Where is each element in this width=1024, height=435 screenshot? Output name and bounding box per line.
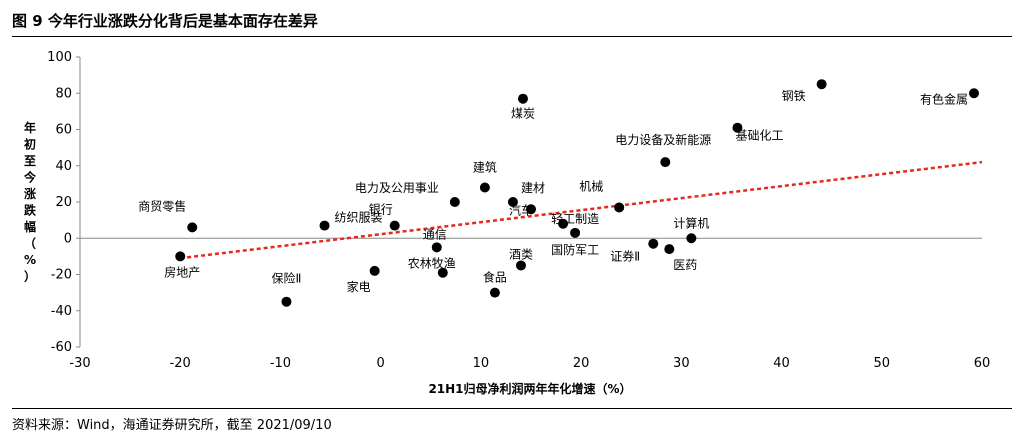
trend-line bbox=[180, 160, 983, 260]
data-point bbox=[515, 260, 526, 271]
data-point bbox=[517, 93, 528, 104]
x-tick-label: -20 bbox=[170, 356, 191, 371]
data-point bbox=[614, 202, 625, 213]
point-label: 汽车 bbox=[509, 202, 533, 217]
data-point bbox=[558, 218, 569, 229]
point-label: 煤炭 bbox=[511, 107, 535, 121]
point-label: 通信 bbox=[423, 227, 447, 241]
y-tick-label: 40 bbox=[55, 159, 72, 174]
point-label: 银行 bbox=[369, 203, 393, 217]
y-tick-label: 0 bbox=[64, 231, 72, 246]
trendline bbox=[180, 160, 983, 260]
y-tick-label: -40 bbox=[51, 304, 72, 319]
x-tick-label: 40 bbox=[773, 356, 790, 371]
y-axis-title: 年初至今涨跌幅（%） bbox=[23, 120, 37, 284]
x-tick-label: -10 bbox=[270, 356, 291, 371]
data-point bbox=[526, 204, 536, 215]
point-label: 电力及公用事业 bbox=[355, 181, 439, 195]
point-label: 房地产 bbox=[164, 264, 200, 279]
data-point bbox=[479, 182, 490, 193]
data-point bbox=[175, 251, 186, 262]
point-label: 建材 bbox=[521, 181, 545, 195]
point-label: 钢铁 bbox=[782, 89, 806, 103]
data-point bbox=[431, 242, 442, 253]
data-point bbox=[437, 267, 448, 278]
x-tick-label: 50 bbox=[874, 356, 891, 371]
x-tick-label: 30 bbox=[673, 356, 690, 371]
source-divider bbox=[12, 408, 1012, 409]
point-label: 食品 bbox=[483, 270, 507, 285]
y-tick-label: -20 bbox=[51, 268, 72, 283]
data-point bbox=[664, 244, 675, 255]
point-label: 家电 bbox=[347, 279, 371, 294]
data-point bbox=[449, 197, 460, 207]
data-point bbox=[816, 79, 827, 90]
data-point bbox=[648, 238, 659, 249]
point-label: 有色金属 bbox=[920, 91, 968, 106]
data-point bbox=[686, 233, 697, 244]
data-point bbox=[369, 265, 380, 276]
x-tick-label: 20 bbox=[573, 356, 590, 371]
y-tick-label: -60 bbox=[51, 340, 72, 355]
point-label: 医药 bbox=[673, 258, 697, 272]
data-point bbox=[489, 287, 500, 298]
data-point bbox=[570, 227, 581, 238]
data-point bbox=[968, 88, 979, 99]
point-label: 轻工制造 bbox=[551, 212, 599, 226]
point-label: 农林牧渔 bbox=[408, 257, 456, 271]
y-tick-label: 80 bbox=[55, 86, 72, 101]
x-tick-label: 0 bbox=[377, 356, 385, 371]
figure-header: 图 9 今年行业涨跌分化背后是基本面存在差异 bbox=[12, 6, 1012, 37]
data-point bbox=[187, 222, 198, 233]
x-tick-label: -30 bbox=[69, 356, 90, 371]
title-divider bbox=[12, 36, 1012, 37]
y-tick-label: 20 bbox=[55, 195, 72, 210]
chart-axes: -60 -40 -20 0 20 40 60 80 100 -30 -20 -10 0 10 20 30 40 5… bbox=[47, 50, 990, 371]
data-point bbox=[281, 296, 292, 307]
point-label: 证券Ⅱ bbox=[610, 249, 640, 264]
x-axis-title: 21H1归母净利润两年年化增速（%） bbox=[428, 381, 631, 396]
point-label: 商贸零售 bbox=[138, 198, 186, 213]
data-point bbox=[389, 220, 400, 231]
data-point bbox=[507, 197, 518, 207]
data-point bbox=[319, 220, 330, 231]
point-label: 基础化工 bbox=[735, 129, 783, 143]
point-label: 纺织服装 bbox=[335, 211, 383, 225]
source-note: 资料来源：Wind，海通证券研究所，截至 2021/09/10 bbox=[12, 418, 332, 433]
point-label: 建筑 bbox=[473, 160, 497, 175]
point-label: 电力设备及新能源 bbox=[615, 132, 711, 147]
point-label: 保险Ⅱ bbox=[271, 271, 301, 286]
scatter-chart: -60 -40 -20 0 20 40 60 80 100 -30 -20 -10 0 10 20 30 40 5… bbox=[23, 50, 990, 396]
data-point bbox=[660, 157, 671, 168]
data-point bbox=[732, 122, 743, 133]
point-label: 机械 bbox=[579, 178, 603, 193]
y-tick-label: 100 bbox=[47, 50, 72, 65]
y-tick-label: 60 bbox=[55, 123, 72, 138]
x-tick-label: 10 bbox=[473, 356, 490, 371]
point-label: 酒类 bbox=[509, 247, 533, 261]
figure-title: 图 9 今年行业涨跌分化背后是基本面存在差异 bbox=[12, 12, 318, 30]
point-label: 国防军工 bbox=[551, 242, 599, 257]
point-label: 计算机 bbox=[673, 215, 709, 230]
x-tick-label: 60 bbox=[974, 356, 991, 371]
